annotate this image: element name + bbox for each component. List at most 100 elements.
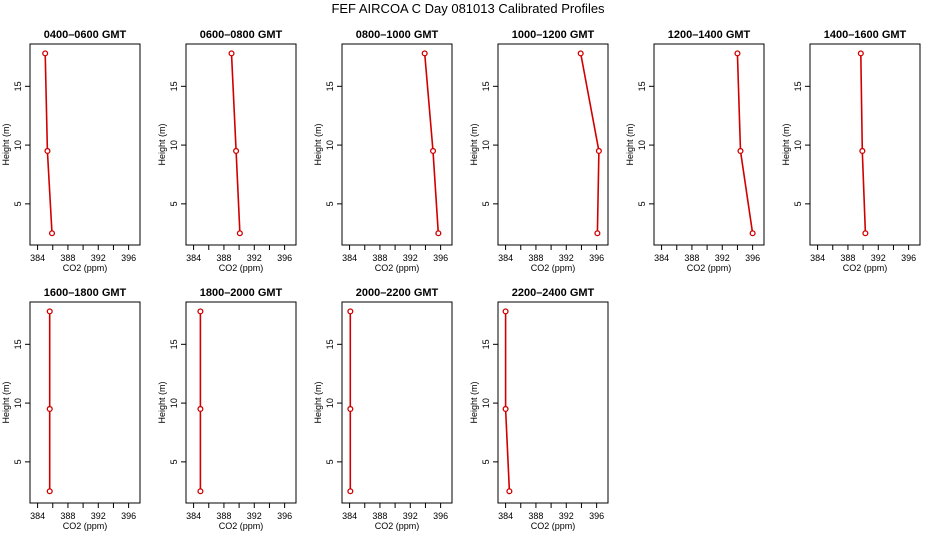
x-tick-label: 392 (403, 253, 418, 263)
profile-panel: 2000–2200 GMT 384 388 392 396 5 10 15 CO2 (ppm) H… (313, 287, 453, 531)
profile-panel: 0400–0600 GMT 384 388 392 396 5 10 15 CO2 (ppm) H… (1, 29, 141, 273)
panel-title: 1800–2000 GMT (200, 287, 283, 299)
x-tick-label: 396 (589, 511, 604, 521)
x-tick-label: 384 (810, 253, 825, 263)
y-tick-label: 10 (481, 140, 491, 150)
profile-point (46, 488, 53, 495)
panel-title: 1600–1800 GMT (44, 287, 127, 299)
y-tick-label: 5 (325, 201, 335, 206)
y-tick-label: 10 (325, 140, 335, 150)
profile-panel: 0800–1000 GMT 384 388 392 396 5 10 15 CO2 (ppm) H… (313, 29, 453, 273)
profile-point (197, 308, 204, 315)
profile-point (44, 147, 51, 155)
y-axis-label: Height (m) (157, 381, 167, 423)
y-tick-label: 10 (325, 398, 335, 408)
profile-point (595, 147, 602, 155)
profile-line (860, 53, 867, 234)
plot-frame (341, 43, 453, 246)
y-tick-label: 15 (481, 81, 491, 91)
plot-frame (185, 43, 297, 246)
y-tick-label: 15 (793, 81, 803, 91)
y-tick-label: 5 (13, 201, 23, 206)
y-tick-label: 15 (13, 339, 23, 349)
page-title: FEF AIRCOA C Day 081013 Calibrated Profi… (331, 1, 605, 16)
x-tick-label: 388 (372, 511, 387, 521)
profile-line (44, 53, 53, 234)
profile-panel: 1800–2000 GMT 384 388 392 396 5 10 15 CO2 (ppm) H… (157, 287, 297, 531)
profile-line (504, 311, 511, 492)
panel-title: 0400–0600 GMT (44, 29, 127, 41)
panel-title: 1000–1200 GMT (512, 29, 595, 41)
profile-panel: 1200–1400 GMT 384 388 392 396 5 10 15 CO2 (ppm) H… (625, 29, 765, 273)
y-tick-label: 5 (13, 459, 23, 464)
y-axis-label: Height (m) (1, 123, 11, 165)
y-axis-label: Height (m) (469, 381, 479, 423)
x-axis-label: CO2 (ppm) (375, 521, 420, 531)
x-axis-label: CO2 (ppm) (531, 263, 576, 273)
profile-point (737, 147, 744, 155)
x-axis-label: CO2 (ppm) (375, 263, 420, 273)
profile-point (347, 405, 354, 413)
profile-point (233, 147, 240, 155)
profile-point (594, 230, 601, 237)
x-tick-label: 392 (715, 253, 730, 263)
profile-point (577, 50, 584, 57)
profile-point (429, 147, 437, 155)
x-tick-label: 392 (91, 511, 106, 521)
x-tick-label: 384 (186, 511, 201, 521)
panel-title: 2200–2400 GMT (512, 287, 595, 299)
profile-point (197, 488, 204, 495)
y-axis-label: Height (m) (781, 123, 791, 165)
profile-point (347, 488, 354, 495)
panel-title: 0800–1000 GMT (356, 29, 439, 41)
x-axis-label: CO2 (ppm) (63, 521, 108, 531)
x-tick-label: 384 (498, 511, 513, 521)
y-tick-label: 10 (13, 140, 23, 150)
y-tick-label: 10 (169, 140, 179, 150)
x-tick-label: 392 (559, 511, 574, 521)
y-tick-label: 15 (325, 81, 335, 91)
profile-line (579, 53, 600, 234)
y-tick-label: 10 (637, 140, 647, 150)
x-tick-label: 396 (433, 511, 448, 521)
profile-line (736, 53, 754, 234)
profile-panel: 0600–0800 GMT 384 388 392 396 5 10 15 CO2 (ppm) H… (157, 29, 297, 273)
y-tick-label: 5 (481, 459, 491, 464)
profile-panel: 1000–1200 GMT 384 388 392 396 5 10 15 CO2 (ppm) H… (469, 29, 609, 273)
x-tick-label: 388 (60, 511, 75, 521)
plot-frame (653, 43, 765, 246)
x-tick-label: 392 (403, 511, 418, 521)
x-tick-label: 392 (91, 253, 106, 263)
x-tick-label: 384 (654, 253, 669, 263)
x-tick-label: 384 (186, 253, 201, 263)
profile-panel: 1400–1600 GMT 384 388 392 396 5 10 15 CO2 (ppm) H… (781, 29, 921, 273)
y-tick-label: 15 (325, 339, 335, 349)
x-tick-label: 388 (216, 511, 231, 521)
plot-frame (29, 301, 141, 504)
y-axis-label: Height (m) (625, 123, 635, 165)
x-tick-label: 384 (498, 253, 513, 263)
y-tick-label: 15 (13, 81, 23, 91)
y-tick-label: 15 (481, 339, 491, 349)
x-axis-label: CO2 (ppm) (63, 263, 108, 273)
x-tick-label: 396 (277, 511, 292, 521)
x-tick-label: 384 (30, 511, 45, 521)
plot-frame (497, 301, 609, 504)
x-axis-label: CO2 (ppm) (531, 521, 576, 531)
x-tick-label: 384 (342, 511, 357, 521)
x-tick-label: 388 (528, 253, 543, 263)
x-tick-label: 392 (871, 253, 886, 263)
profile-panel: 1600–1800 GMT 384 388 392 396 5 10 15 CO2 (ppm) H… (1, 287, 141, 531)
x-tick-label: 388 (528, 511, 543, 521)
profile-point (862, 230, 869, 237)
y-tick-label: 10 (793, 140, 803, 150)
panel-title: 1400–1600 GMT (824, 29, 907, 41)
profile-point (48, 230, 56, 237)
profile-point (435, 230, 442, 237)
y-tick-label: 15 (169, 81, 179, 91)
y-tick-label: 10 (13, 398, 23, 408)
plot-frame (185, 301, 297, 504)
x-tick-label: 396 (433, 253, 448, 263)
x-tick-label: 388 (60, 253, 75, 263)
